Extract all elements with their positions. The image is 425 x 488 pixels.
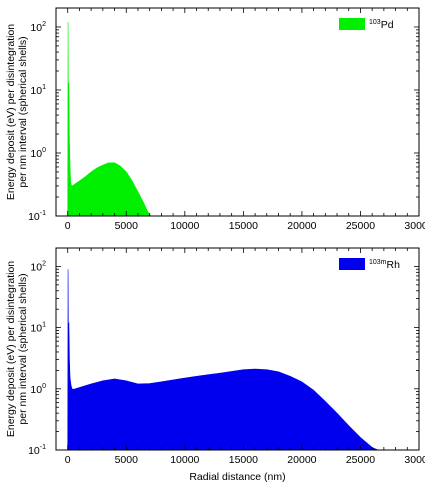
y-tick-label: 10-1: [28, 210, 46, 223]
y-axis-title-line-2: per nm interval (spherical shells): [17, 273, 29, 424]
y-tick-label: 101: [30, 322, 46, 335]
plot-frame: [55, 7, 420, 217]
y-tick-label: 100: [30, 383, 46, 396]
series-area-103mRh: [67, 269, 382, 451]
x-axis-title: Radial distance (nm): [189, 471, 285, 483]
chart-panel-2: 0 5000 10000 15000 20000 25000 30000 10-1 100 101…: [5, 247, 425, 483]
legend-label: 103mRh: [369, 259, 400, 271]
x-tick-label: 5000: [115, 220, 139, 232]
y-tick-label: 102: [30, 21, 46, 34]
y-axis-title-line-1: Energy deposit (eV) per disintegration: [5, 24, 17, 200]
y-tick-label: 102: [30, 260, 46, 273]
y-axis-title-line-1: Energy deposit (eV) per disintegration: [5, 261, 17, 437]
legend-swatch: [339, 258, 365, 270]
x-tick-label: 15000: [229, 220, 258, 232]
y-tick-label: 100: [30, 147, 46, 160]
legend: 103Pd: [339, 18, 394, 31]
x-tick-label: 0: [65, 454, 71, 466]
x-tick-label: 15000: [229, 454, 258, 466]
x-tick-label: 10000: [170, 220, 199, 232]
x-tick-label: 0: [65, 220, 71, 232]
x-tick-label: 25000: [346, 220, 375, 232]
x-tick-label: 10000: [170, 454, 199, 466]
y-tick-label: 101: [30, 84, 46, 97]
legend-label: 103Pd: [369, 19, 394, 31]
plot-frame: [55, 247, 420, 451]
y-tick-label: 10-1: [28, 444, 46, 457]
legend-swatch: [339, 18, 365, 30]
x-tick-label: 5000: [115, 454, 139, 466]
y-axis-title-line-2: per nm interval (spherical shells): [17, 36, 29, 187]
x-tick-label: 30000: [404, 220, 425, 232]
x-tick-label: 20000: [287, 220, 316, 232]
x-tick-label: 20000: [287, 454, 316, 466]
chart-panel-1: 0 5000 10000 15000 20000 25000 30000 10-1 100 101…: [5, 7, 425, 232]
series-area-103Pd: [67, 21, 152, 217]
x-tick-label: 30000: [404, 454, 425, 466]
legend: 103mRh: [339, 258, 400, 271]
x-tick-label: 25000: [346, 454, 375, 466]
